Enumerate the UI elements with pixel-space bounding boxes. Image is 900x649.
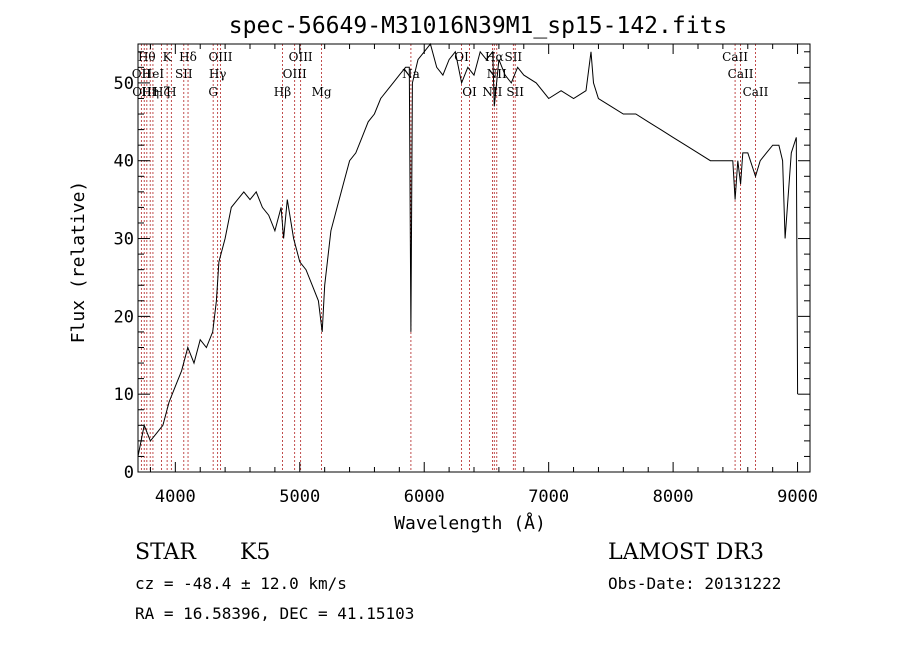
spectral-line-label: Hβ bbox=[274, 85, 291, 99]
y-tick-label: 0 bbox=[124, 463, 134, 483]
x-tick-label: 9000 bbox=[777, 487, 818, 507]
spectral-line-label: Hδ bbox=[179, 50, 197, 64]
x-tick-label: 8000 bbox=[653, 487, 694, 507]
spectral-line-label: OIII bbox=[283, 67, 307, 81]
y-tick-label: 40 bbox=[114, 152, 134, 172]
spectral-line-label: CaII bbox=[743, 85, 769, 99]
survey-name: LAMOST DR3 bbox=[608, 540, 764, 565]
ra-dec-coordinates: RA = 16.58396, DEC = 41.15103 bbox=[135, 604, 415, 623]
spectral-line-label: CaII bbox=[722, 50, 748, 64]
object-subclass: K5 bbox=[240, 540, 271, 565]
spectral-line-labels: OIIOIIIHθHηHeIHζKHSIIHδGHγOIIIHβOIIIOIII… bbox=[132, 50, 769, 99]
spectral-line-label: NII bbox=[482, 85, 502, 99]
x-tick-label: 5000 bbox=[279, 487, 320, 507]
spectral-line-markers bbox=[140, 44, 756, 472]
spectral-line-label: SII bbox=[506, 85, 524, 99]
redshift-velocity: cz = -48.4 ± 12.0 km/s bbox=[135, 574, 347, 593]
object-class: STAR bbox=[135, 540, 196, 565]
y-axis-label: Flux (relative) bbox=[68, 181, 89, 344]
x-axis-label: Wavelength (Å) bbox=[394, 512, 546, 534]
spectral-line-label: Hη bbox=[141, 85, 159, 99]
spectral-line-label: OIII bbox=[289, 50, 313, 64]
y-tick-label: 30 bbox=[114, 230, 134, 250]
spectral-line-label: NII bbox=[487, 67, 507, 81]
observation-date: Obs-Date: 20131222 bbox=[608, 574, 782, 593]
chart-title: spec-56649-M31016N39M1_sp15-142.fits bbox=[229, 13, 728, 39]
spectral-line-label: H bbox=[166, 85, 176, 99]
spectral-line-label: Hα bbox=[485, 50, 504, 64]
spectral-line-label: CaII bbox=[728, 67, 754, 81]
x-tick-label: 6000 bbox=[404, 487, 445, 507]
y-tick-label: 20 bbox=[114, 307, 134, 327]
spectral-line-label: Hθ bbox=[138, 50, 156, 64]
y-tick-label: 50 bbox=[114, 74, 134, 94]
spectral-line-label: G bbox=[208, 85, 218, 99]
y-axis: 0 10 20 30 40 50 bbox=[114, 51, 810, 483]
spectral-line-label: SII bbox=[504, 50, 522, 64]
spectral-line-label: OII bbox=[132, 67, 152, 81]
spectral-line-label: OI bbox=[454, 50, 469, 64]
x-axis: 4000 5000 6000 7000 8000 9000 bbox=[149, 44, 818, 507]
spectral-line-label: Mg bbox=[312, 85, 332, 99]
spectral-line-label: OIII bbox=[208, 50, 232, 64]
x-tick-label: 7000 bbox=[528, 487, 569, 507]
plot-frame bbox=[137, 43, 811, 473]
y-tick-label: 10 bbox=[114, 385, 134, 405]
spectral-line-label: Hζ bbox=[153, 85, 170, 99]
spectral-line-label: K bbox=[163, 50, 173, 64]
spectral-line-label: Hγ bbox=[209, 67, 227, 81]
spectral-line-label: HeI bbox=[142, 67, 165, 81]
x-tick-label: 4000 bbox=[155, 487, 196, 507]
spectrum-line bbox=[137, 42, 799, 457]
spectral-line-label: SII bbox=[175, 67, 193, 81]
spectral-line-label: OI bbox=[462, 85, 477, 99]
